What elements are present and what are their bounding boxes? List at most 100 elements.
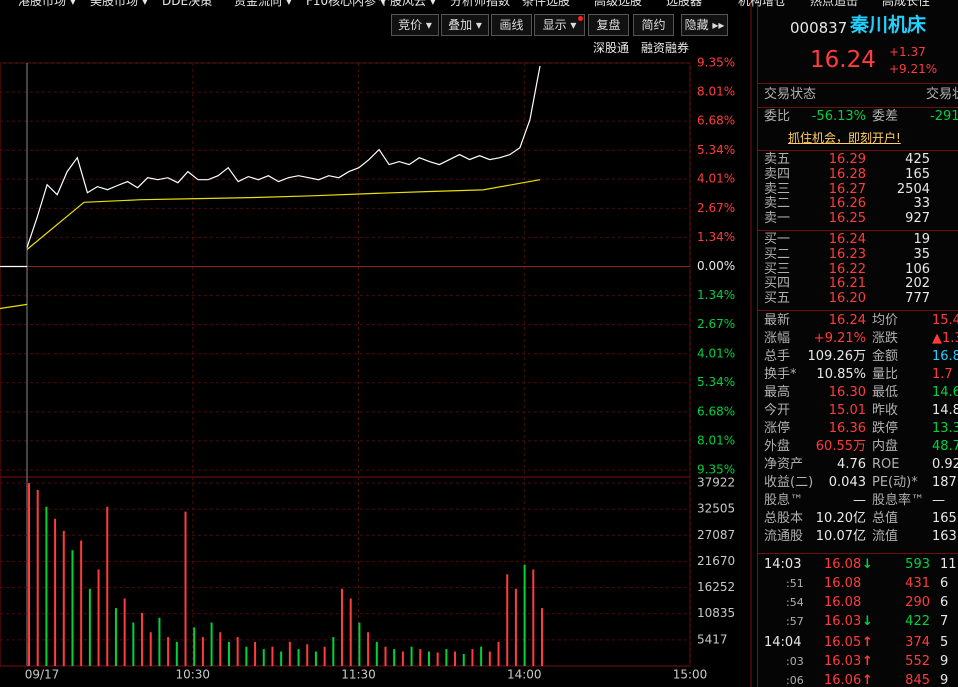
trade-count: 6 [940, 595, 949, 610]
y-tick-label: 0.00% [697, 259, 735, 273]
stat-label: 均价 [872, 313, 899, 328]
volume-bar [114, 608, 117, 666]
y-tick-label: 1.34% [697, 230, 735, 244]
menu-item[interactable]: 美股市场 ▾ [90, 0, 148, 8]
trade-arrow: ↑ [862, 635, 873, 650]
trade-arrow: ↓ [862, 557, 873, 572]
y-tick-label: 27087 [697, 528, 735, 542]
link[interactable]: 融资融券 [641, 41, 690, 55]
volume-bar [36, 489, 39, 666]
stat-value: 14.8 [932, 403, 958, 418]
stat-label: 今开 [764, 403, 791, 418]
volume-bar [280, 651, 283, 666]
stat-label: ROE [872, 457, 900, 472]
book-volume: 165 [905, 166, 930, 182]
y-tick-label: 1.34% [697, 288, 735, 302]
toolbar-button[interactable]: 简约 [633, 14, 674, 36]
menu-item[interactable]: 热点追击 [810, 0, 859, 8]
trade-volume: 422 [905, 614, 930, 629]
toolbar-button[interactable]: 画线 [491, 14, 532, 36]
menu-item[interactable]: 个股风云 ▾ [378, 0, 436, 8]
stat-label: 涨幅 [764, 331, 791, 346]
trade-count: 11 [940, 557, 957, 572]
volume-bar [497, 641, 500, 666]
change-pct: +9.21% [889, 62, 938, 76]
trade-price: 16.05 [824, 635, 862, 650]
book-volume: 19 [913, 232, 930, 247]
book-price: 16.20 [828, 291, 866, 307]
menu-item[interactable]: 高成长性 [882, 0, 931, 8]
volume-bar [436, 652, 439, 666]
book-volume: 33 [913, 196, 930, 212]
volume-bar [167, 637, 170, 666]
x-tick-label: 14:00 [507, 668, 542, 682]
y-tick-label: 6.68% [697, 114, 735, 128]
trade-price: 16.06 [824, 673, 862, 687]
volume-bar [149, 632, 152, 666]
book-label: 卖一 [764, 211, 791, 227]
stat-label: 内盘 [872, 439, 899, 454]
toolbar-button[interactable]: 显示 ▾ [534, 14, 585, 36]
x-tick-label: 15:00 [673, 668, 708, 682]
stat-value: +9.21% [813, 331, 866, 346]
volume-bar [193, 627, 196, 666]
volume-bar [132, 622, 135, 666]
stat-label: 股息率™ [872, 493, 925, 508]
volume-bar [271, 646, 274, 666]
volume-bar [262, 649, 265, 666]
menu-item[interactable]: 分析师指数 [450, 0, 511, 8]
intraday-chart: 9.35% 8.01% 6.68% 5.34% 4.01% 2.67% 1.34% 0.00%… [0, 0, 752, 687]
menu-item[interactable]: DDE决策 [162, 0, 213, 8]
volume-bar [306, 644, 309, 666]
trade-time: :57 [786, 615, 804, 628]
book-price: 16.22 [828, 261, 866, 277]
toolbar-button[interactable]: 叠加 ▾ [441, 14, 489, 36]
volume-bar [201, 637, 204, 666]
volume-bar [541, 608, 543, 666]
book-label: 卖五 [764, 152, 791, 167]
volume-bar [210, 622, 213, 666]
menu-item[interactable]: 高级选股 [594, 0, 643, 8]
trade-count: 9 [940, 654, 949, 669]
link[interactable]: 深股通 [593, 41, 630, 55]
volume-bar [523, 564, 526, 666]
book-volume: 927 [905, 211, 930, 227]
stat-label: 最低 [872, 385, 899, 400]
trade-count: 5 [940, 635, 949, 650]
menu-item[interactable]: 机构增仓 [738, 0, 787, 8]
volume-bar [419, 649, 422, 666]
stat-label: 涨跌 [872, 331, 899, 346]
menu-item[interactable]: 条件选股 [522, 0, 571, 8]
toolbar-button[interactable]: 竞价 ▾ [391, 14, 439, 36]
value: -291 [930, 109, 958, 124]
toolbar-button[interactable]: 复盘 [588, 14, 629, 36]
volume-bar [367, 632, 370, 666]
trade-price: 16.03 [824, 614, 862, 629]
volume-bar [97, 569, 100, 666]
stat-label: 金额 [872, 349, 899, 364]
volume-bar [445, 649, 448, 666]
volume-bar [323, 646, 326, 666]
book-label: 卖四 [764, 166, 791, 182]
y-tick-label: 10835 [697, 606, 735, 620]
stat-value: 60.55万 [815, 439, 866, 454]
y-tick-label: 2.67% [697, 201, 735, 215]
volume-bar [219, 632, 222, 666]
volume-bar [245, 646, 248, 666]
book-volume: 777 [905, 291, 930, 307]
change: +1.37 [889, 45, 926, 59]
menu-item[interactable]: F10核心内参 ▾ [306, 0, 387, 8]
toolbar-button[interactable]: 隐藏 ▸▸ [681, 14, 728, 36]
last-price: 16.24 [810, 47, 876, 73]
banner[interactable]: 抓住机会，即刻开户! [788, 131, 901, 145]
menu-item[interactable]: 资金流向 ▾ [234, 0, 292, 8]
stock-code: 000837 [790, 19, 848, 37]
menu-item[interactable]: 选股器 [666, 0, 703, 8]
menu-item[interactable]: 港股市场 ▾ [18, 0, 76, 8]
trade-time: 14:04 [764, 635, 802, 650]
volume-bar [80, 540, 83, 666]
volume-bar [384, 646, 387, 666]
stat-value: ▲1.3 [932, 331, 958, 346]
